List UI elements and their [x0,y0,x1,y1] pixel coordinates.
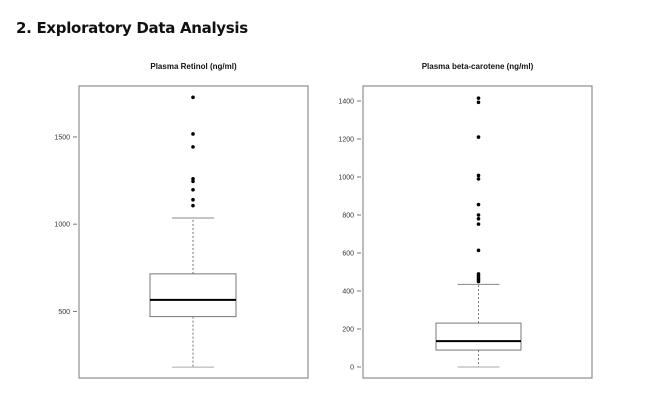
outlier-point [476,100,481,105]
plot-frame [78,85,309,379]
outlier-point [191,203,195,208]
y-tick-label: 0 [350,364,354,371]
outlier-point [191,197,195,202]
outlier-point [476,248,481,253]
y-tick-label: 1200 [338,137,354,144]
outlier-point [191,179,195,184]
outlier-point [476,213,481,217]
chart-title: Plasma Retinol (ng/ml) [150,62,237,71]
iqr-box [149,273,237,318]
outlier-point [476,173,481,178]
outlier-point [191,95,195,100]
outlier-point [191,187,195,192]
y-tick-label: 1000 [338,175,354,182]
section-heading: 2. Exploratory Data Analysis [16,19,248,37]
outlier-point [476,272,481,276]
outlier-point [476,96,481,100]
y-tick-label: 800 [342,212,354,219]
y-tick-label: 500 [58,309,70,316]
y-tick-label: 1500 [54,134,70,141]
plot-frame [362,85,593,379]
outlier-point [191,132,195,136]
y-tick-label: 400 [342,288,354,295]
outlier-point [191,176,195,181]
outlier-point [476,216,481,221]
outlier-point [476,135,481,139]
outlier-point [476,177,481,181]
iqr-box [435,322,522,351]
y-tick-label: 1400 [338,99,354,106]
chart-title: Plasma beta-carotene (ng/ml) [422,62,534,71]
y-tick-label: 1000 [54,222,70,229]
outlier-point [476,202,481,207]
outlier-point [476,222,481,226]
y-tick-label: 600 [342,250,354,257]
outlier-point [191,145,195,149]
y-tick-label: 200 [342,326,354,333]
